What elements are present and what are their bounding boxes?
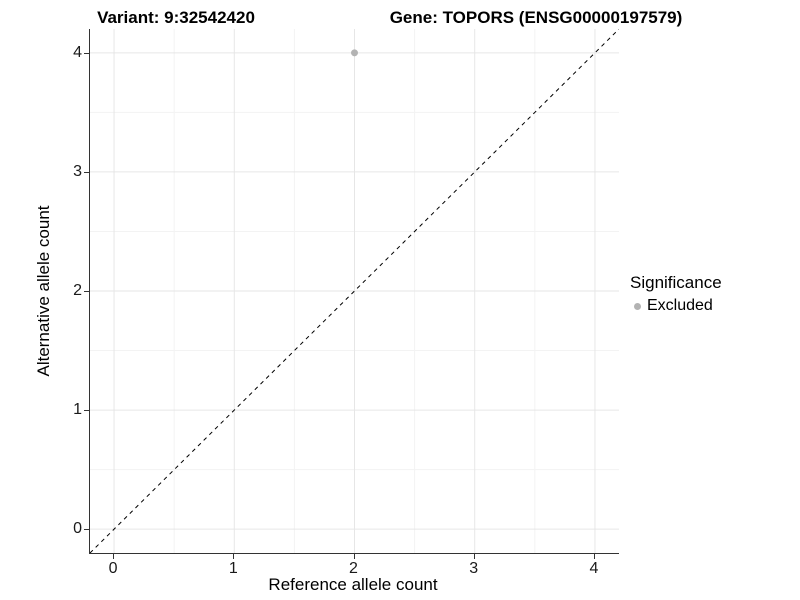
legend-item-label: Excluded [647, 297, 713, 314]
x-axis-tick [233, 554, 235, 559]
y-axis-tick-label: 1 [73, 401, 82, 419]
x-axis-tick-label: 0 [108, 560, 118, 577]
y-axis-tick-label: 3 [73, 162, 82, 180]
y-axis-tick [84, 410, 89, 412]
plot-panel [89, 29, 619, 554]
x-axis-tick-label: 2 [349, 560, 358, 577]
y-axis-tick-label: 2 [73, 282, 82, 299]
y-axis-tick [84, 529, 89, 531]
y-axis-tick [84, 52, 89, 54]
plot-canvas [90, 29, 619, 553]
y-axis-tick [84, 171, 89, 173]
data-point [351, 49, 358, 57]
y-axis-tick-label: 4 [73, 43, 82, 61]
legend-title: Significance [630, 273, 722, 292]
x-axis-tick-label: 3 [469, 560, 479, 577]
legend-point-icon [634, 302, 641, 310]
legend-item-excluded: Excluded [630, 296, 722, 316]
x-axis-tick [473, 554, 475, 559]
plot-title-gene: Gene: TOPORS (ENSG00000197579) [389, 8, 683, 27]
x-axis-title: Reference allele count [268, 575, 438, 594]
y-axis-tick [84, 291, 89, 292]
x-axis-tick [113, 554, 115, 559]
y-axis-tick-label: 0 [73, 520, 82, 538]
legend: Significance Excluded [630, 272, 722, 316]
x-axis-tick-label: 1 [228, 560, 238, 577]
x-axis-tick [353, 554, 355, 559]
x-axis-tick-label: 4 [589, 560, 599, 577]
plot-title-variant: Variant: 9:32542420 [97, 8, 255, 27]
x-axis-tick [593, 554, 595, 559]
y-axis-title: Alternative allele count [34, 205, 53, 377]
